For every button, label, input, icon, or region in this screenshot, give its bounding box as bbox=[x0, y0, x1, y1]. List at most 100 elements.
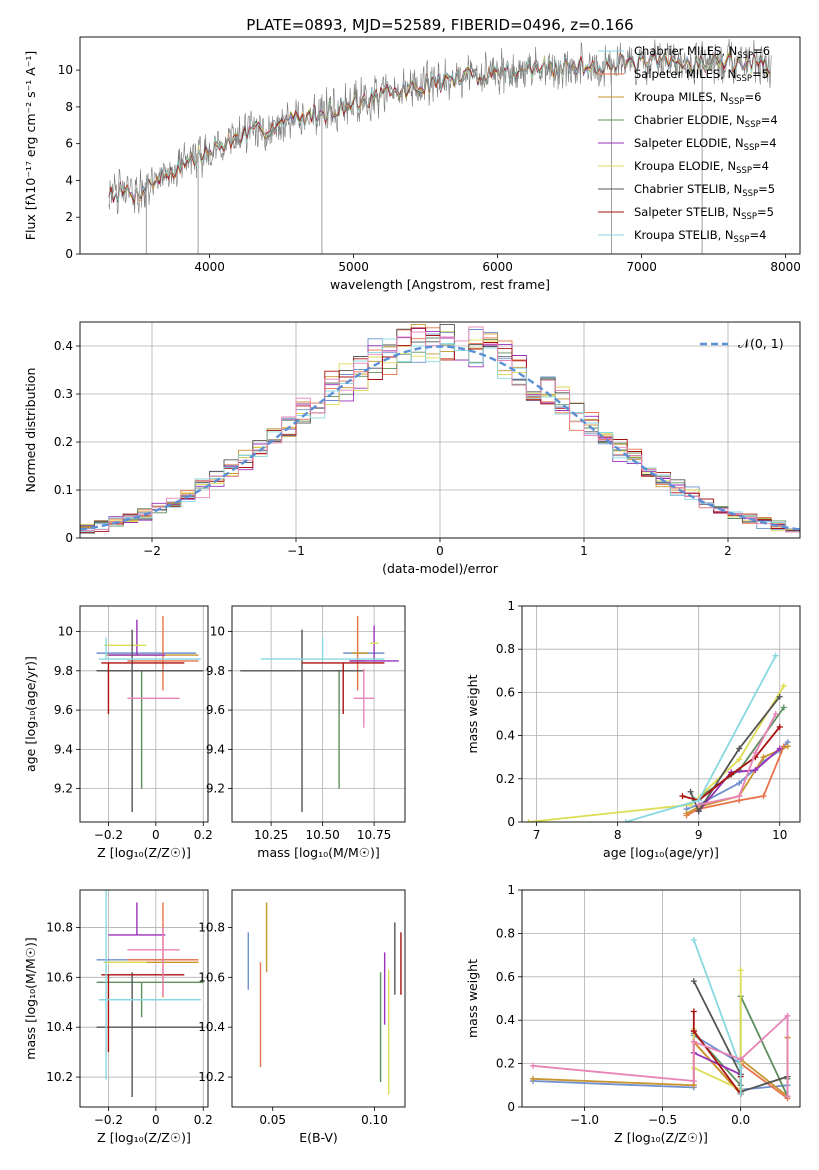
residuals-axes: −2 −1 0 1 2 0 0.1 0.2 0.3 0.4 (data-model)/error No… bbox=[23, 321, 801, 576]
age-vs-mass-frame bbox=[231, 605, 406, 823]
errorbar-point-4 bbox=[334, 670, 344, 789]
y-tick-label: 0 bbox=[65, 247, 73, 261]
x-axis-label: Z [log₁₀(Z/Z☉)] bbox=[97, 1130, 191, 1145]
weight-vs-age-grid bbox=[522, 605, 800, 823]
x-tick-label: −0.5 bbox=[648, 1113, 677, 1127]
age-vs-mass-grid bbox=[232, 606, 405, 822]
y-tick-label: 0.4 bbox=[54, 339, 73, 353]
errorbar-point-4 bbox=[96, 670, 204, 789]
y-axis-label: mass weight bbox=[465, 959, 480, 1038]
y-tick-label: 10.8 bbox=[198, 920, 225, 934]
y-tick-label: 9.6 bbox=[54, 703, 73, 717]
weight-marker bbox=[752, 749, 759, 756]
errorbar-point-2 bbox=[127, 615, 199, 691]
age-vs-Z-plot bbox=[96, 615, 204, 813]
weight-marker bbox=[760, 793, 767, 800]
legend-label: Salpeter MILES, NSSP=5 bbox=[634, 67, 769, 84]
x-tick-label: 10 bbox=[772, 828, 787, 842]
weight-vs-age-panel: 7 8 9 10 0 0.2 0.4 0.6 0.8 1 age [log₁₀(age/yr)] ma… bbox=[465, 599, 801, 860]
x-tick-label: 10.50 bbox=[305, 828, 339, 842]
weight-marker bbox=[529, 1075, 536, 1082]
weight-marker bbox=[737, 1090, 744, 1097]
age-vs-mass-panel: 10.25 10.50 10.75 9.2 9.4 9.6 9.8 10 mass [log₁₀… bbox=[206, 605, 406, 860]
x-axis-label: age [log₁₀(age/yr)] bbox=[603, 845, 719, 860]
age-vs-Z-frame bbox=[79, 605, 209, 823]
weight-marker bbox=[737, 1064, 744, 1071]
y-tick-label: 10.8 bbox=[46, 920, 73, 934]
x-tick-label: 8000 bbox=[770, 260, 801, 274]
legend-label: Chabrier STELIB, NSSP=5 bbox=[634, 182, 775, 199]
errorbar-point-8 bbox=[101, 662, 185, 714]
y-tick-label: 10.2 bbox=[46, 1070, 73, 1084]
weight-vs-Z-frame bbox=[521, 889, 801, 1108]
y-tick-label: 10.4 bbox=[46, 1020, 73, 1034]
x-tick-label: −1.0 bbox=[570, 1113, 599, 1127]
x-tick-label: 1 bbox=[580, 544, 588, 558]
observed-spectrum bbox=[108, 38, 772, 214]
errorbar-point-7 bbox=[96, 629, 204, 813]
residuals-frame bbox=[79, 321, 801, 539]
errorbar-point-9 bbox=[98, 890, 201, 1080]
x-tick-label: 0.2 bbox=[194, 1113, 213, 1127]
x-axis-label: mass [log₁₀(M/M☉)] bbox=[257, 845, 379, 860]
weight-marker bbox=[772, 711, 779, 717]
x-tick-label: 0 bbox=[152, 1113, 160, 1127]
y-tick-label: 6 bbox=[65, 137, 73, 151]
weight-marker bbox=[690, 936, 697, 943]
y-tick-label: 0 bbox=[507, 815, 515, 829]
y-tick-label: 9.4 bbox=[54, 742, 73, 756]
mass-vs-Z-grid bbox=[80, 890, 208, 1107]
weight-vs-age-frame bbox=[521, 605, 801, 823]
residual-histogram-9 bbox=[80, 338, 800, 533]
y-tick-label: 1 bbox=[507, 883, 515, 897]
weight-marker bbox=[690, 1008, 697, 1015]
age-vs-Z-panel: −0.2 0 0.2 9.2 9.4 9.6 9.8 10 Z [log₁₀(Z/Z☉)] age… bbox=[23, 605, 213, 860]
figure-title: PLATE=0893, MJD=52589, FIBERID=0496, z=0… bbox=[246, 16, 633, 34]
legend-label: Chabrier ELODIE, NSSP=4 bbox=[634, 113, 778, 130]
y-tick-label: 9.4 bbox=[206, 742, 225, 756]
y-tick-label: 10.2 bbox=[198, 1070, 225, 1084]
normal-distribution-curve bbox=[80, 345, 800, 531]
weight-marker bbox=[690, 1028, 697, 1035]
x-tick-label: 7 bbox=[533, 828, 541, 842]
weight-marker bbox=[687, 788, 694, 795]
y-tick-label: 0.8 bbox=[496, 642, 515, 656]
y-tick-label: 8 bbox=[65, 100, 73, 114]
age-vs-Z-grid bbox=[80, 606, 208, 822]
mass-vs-EBV-plot bbox=[247, 902, 402, 1095]
x-tick-label: 0.0 bbox=[731, 1113, 750, 1127]
x-tick-label: 9 bbox=[695, 828, 703, 842]
y-tick-label: 0.6 bbox=[496, 970, 515, 984]
x-tick-label: 10.75 bbox=[357, 828, 391, 842]
y-tick-label: 1 bbox=[507, 599, 515, 613]
y-tick-label: 0.8 bbox=[496, 926, 515, 940]
mass-vs-EBV-panel: 0.05 0.10 10.2 10.4 10.6 10.8 E(B-V) bbox=[198, 889, 406, 1145]
errorbar-point-9 bbox=[98, 637, 201, 660]
mass-vs-EBV-axes: 0.05 0.10 10.2 10.4 10.6 10.8 E(B-V) bbox=[198, 889, 406, 1145]
residual-histogram-10 bbox=[80, 326, 800, 533]
spectrum-panel: 4000 5000 6000 7000 8000 0 2 4 6 8 10 wavelength [A… bbox=[23, 36, 801, 292]
weight-marker bbox=[736, 793, 743, 800]
x-axis-label: wavelength [Angstrom, rest frame] bbox=[330, 277, 550, 292]
weight-marker bbox=[736, 780, 743, 787]
errorbar-point-5 bbox=[108, 902, 166, 936]
errorbar-point-9 bbox=[260, 637, 385, 660]
spectrum-axes: 4000 5000 6000 7000 8000 0 2 4 6 8 10 wavelength [A… bbox=[23, 36, 801, 292]
x-tick-label: 0 bbox=[152, 828, 160, 842]
y-tick-label: 9.8 bbox=[206, 664, 225, 678]
weight-marker bbox=[776, 745, 783, 752]
y-tick-label: 2 bbox=[65, 210, 73, 224]
legend-label: Chabrier MILES, NSSP=6 bbox=[634, 44, 770, 61]
y-tick-label: 0 bbox=[507, 1100, 515, 1114]
y-tick-label: 9.8 bbox=[54, 664, 73, 678]
weight-marker bbox=[695, 801, 702, 808]
x-tick-label: −0.2 bbox=[94, 828, 123, 842]
errorbar-point-7 bbox=[240, 629, 364, 813]
residuals-plot bbox=[80, 324, 800, 534]
legend-label: Kroupa ELODIE, NSSP=4 bbox=[634, 159, 769, 176]
weight-marker bbox=[736, 756, 743, 763]
x-tick-label: 2 bbox=[724, 544, 732, 558]
weight-vs-Z-panel: −1.0 −0.5 0.0 0 0.2 0.4 0.6 0.8 1 Z [log₁₀(Z/Z☉)]… bbox=[465, 883, 801, 1145]
mass-vs-Z-plot bbox=[96, 890, 204, 1098]
x-tick-label: 0 bbox=[436, 544, 444, 558]
